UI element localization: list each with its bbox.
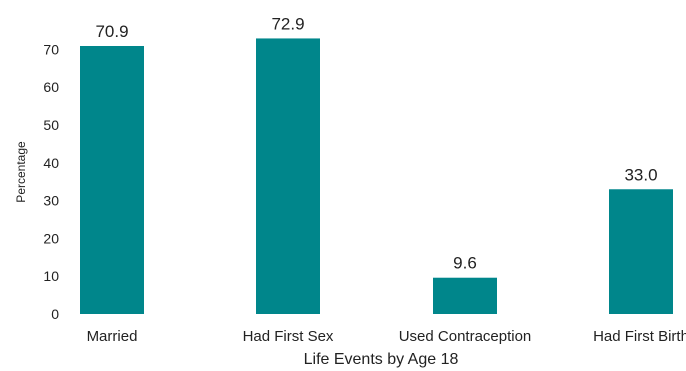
y-tick-label: 20 [43, 230, 59, 246]
category-labels: Married Had First Sex Used Contraception Ha… [87, 328, 686, 345]
y-tick-label: 40 [43, 155, 59, 171]
bar [256, 38, 320, 315]
category-label: Married [87, 328, 138, 345]
category-label: Had First Sex [243, 328, 334, 345]
data-label: 72.9 [271, 14, 304, 33]
data-label: 9.6 [453, 254, 477, 273]
y-tick-label: 60 [43, 79, 59, 95]
y-tick-labels: 0 10 20 30 40 50 60 70 [43, 41, 59, 322]
y-tick-label: 50 [43, 117, 59, 133]
y-tick-label: 10 [43, 268, 59, 284]
bar [609, 189, 673, 314]
data-label: 70.9 [95, 22, 128, 41]
data-label: 33.0 [624, 165, 657, 184]
bar [433, 277, 497, 314]
x-axis-title: Life Events by Age 18 [304, 351, 459, 368]
category-label: Used Contraception [399, 328, 532, 345]
y-tick-label: 0 [51, 306, 59, 322]
y-tick-label: 30 [43, 193, 59, 209]
y-tick-label: 70 [43, 41, 59, 57]
data-labels: 70.9 72.9 9.6 33.0 [95, 14, 657, 272]
category-label: Had First Birth [593, 328, 686, 345]
y-axis-title: Percentage [14, 141, 28, 203]
bar [80, 45, 144, 315]
bars [80, 38, 673, 315]
